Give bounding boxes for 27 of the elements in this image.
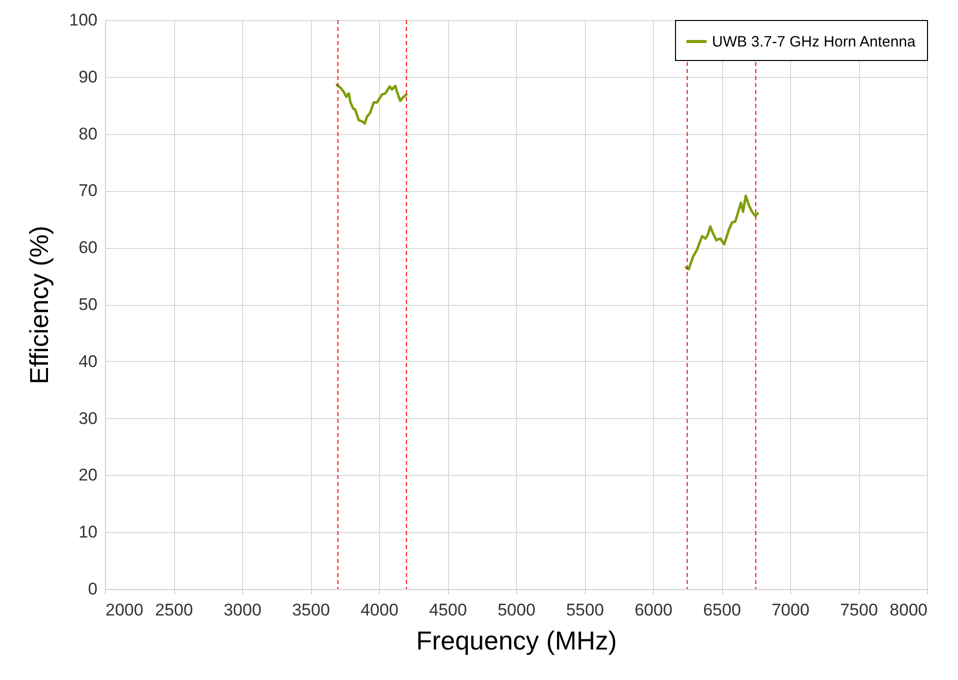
- y-tick-label: 10: [78, 522, 98, 542]
- x-tick-label: 7500: [840, 600, 878, 620]
- x-tick-label: 6000: [634, 600, 672, 620]
- y-tick-label: 70: [78, 181, 98, 200]
- x-tick-label: 2500: [155, 600, 193, 620]
- x-tick-label: 3000: [224, 600, 262, 620]
- y-tick-label: 30: [78, 408, 98, 428]
- y-tick-label: 90: [78, 67, 98, 86]
- y-tick-label: 60: [78, 238, 98, 258]
- x-tick-label: 5000: [498, 600, 536, 620]
- y-axis-title: Efficiency (%): [24, 226, 54, 384]
- x-tick-label: 5500: [566, 600, 604, 620]
- x-tick-label: 4000: [360, 600, 398, 620]
- x-tick-label: 8000: [890, 600, 928, 620]
- y-tick-label: 40: [78, 352, 98, 371]
- y-tick-label: 20: [78, 466, 98, 485]
- x-tick-label: 6500: [703, 600, 741, 620]
- x-tick-label: 7000: [772, 600, 810, 620]
- y-tick-label: 0: [88, 580, 98, 598]
- y-tick-label: 50: [78, 295, 98, 314]
- x-tick-label: 4500: [429, 600, 467, 620]
- y-tick-label: 80: [78, 124, 98, 144]
- x-tick-label: 3500: [292, 600, 330, 620]
- y-tick-label: 100: [69, 10, 98, 30]
- legend-label: UWB 3.7-7 GHz Horn Antenna: [712, 34, 916, 50]
- x-axis-title: Frequency (MHz): [416, 626, 617, 656]
- x-tick-label: 2000: [106, 600, 144, 620]
